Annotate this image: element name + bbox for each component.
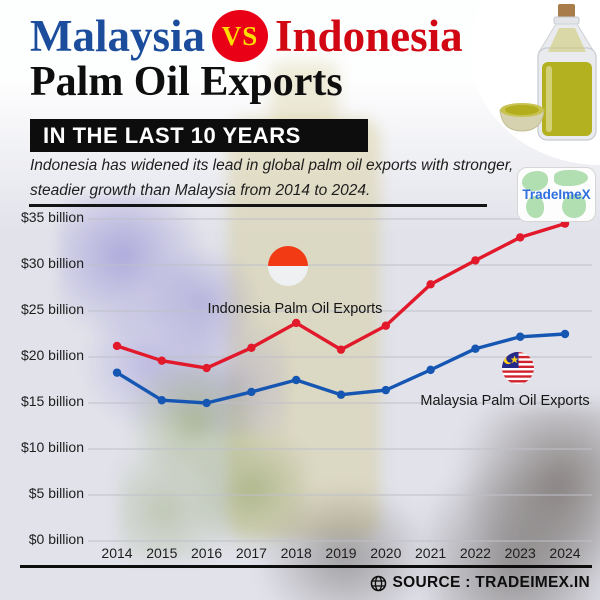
x-axis-tick-label: 2017	[235, 545, 267, 561]
description-line-2: steadier growth than Malaysia from 2014 …	[30, 182, 371, 199]
footer-divider	[20, 565, 592, 568]
x-axis-tick-label: 2016	[191, 545, 223, 561]
y-axis-tick-label: $10 billion	[20, 439, 84, 455]
x-axis-tick-label: 2015	[146, 545, 178, 561]
banner-last-10-years: IN THE LAST 10 YEARS	[30, 119, 368, 152]
x-axis-tick-label: 2021	[415, 545, 447, 561]
indonesia-flag-icon	[268, 246, 308, 286]
oil-bottle-image	[499, 4, 597, 141]
y-axis-tick-label: $0 billion	[28, 531, 84, 547]
legend-indonesia-label: Indonesia Palm Oil Exports	[207, 301, 383, 317]
vs-badge: VS	[212, 10, 268, 62]
description: Indonesia has widened its lead in global…	[30, 153, 513, 203]
title-indonesia: Indonesia	[275, 11, 463, 61]
x-axis-tick-label: 2018	[280, 545, 312, 561]
data-point	[516, 332, 525, 341]
x-axis-tick-label: 2024	[549, 545, 581, 561]
data-point	[471, 344, 480, 353]
x-axis-tick-label: 2023	[504, 545, 536, 561]
data-point	[336, 345, 346, 354]
title-malaysia: Malaysia	[30, 11, 205, 61]
y-axis-tick-label: $5 billion	[28, 485, 84, 501]
page-subtitle: Palm Oil Exports	[30, 59, 343, 105]
world-map-icon	[554, 170, 588, 186]
x-axis-tick-label: 2014	[101, 545, 133, 561]
malaysia-flag-icon	[502, 352, 534, 384]
logo-text: TradeImeX	[522, 187, 591, 202]
legend-malaysia-label: Malaysia Palm Oil Exports	[420, 393, 590, 409]
data-point	[381, 385, 390, 395]
source-row: SOURCE : TRADEIMEX.IN	[370, 574, 590, 592]
data-point	[471, 256, 480, 265]
data-point	[560, 329, 570, 339]
data-point	[292, 318, 301, 328]
vs-badge-label: VS	[221, 20, 259, 51]
data-point	[336, 390, 346, 399]
tradeimex-logo: TradeImeX	[517, 167, 596, 222]
x-axis-tick-label: 2019	[325, 545, 357, 561]
data-point	[381, 321, 390, 330]
globe-icon	[370, 575, 386, 591]
title: Malaysia VS Indonesia	[30, 10, 463, 62]
data-point	[426, 365, 435, 375]
description-line-1: Indonesia has widened its lead in global…	[30, 157, 514, 174]
data-point	[292, 375, 301, 385]
x-axis-tick-label: 2022	[459, 545, 491, 561]
header-divider	[29, 204, 487, 207]
x-axis-tick-label: 2020	[370, 545, 402, 561]
source-label: SOURCE : TRADEIMEX.IN	[392, 574, 590, 591]
data-point	[426, 280, 435, 289]
data-point	[516, 233, 525, 242]
